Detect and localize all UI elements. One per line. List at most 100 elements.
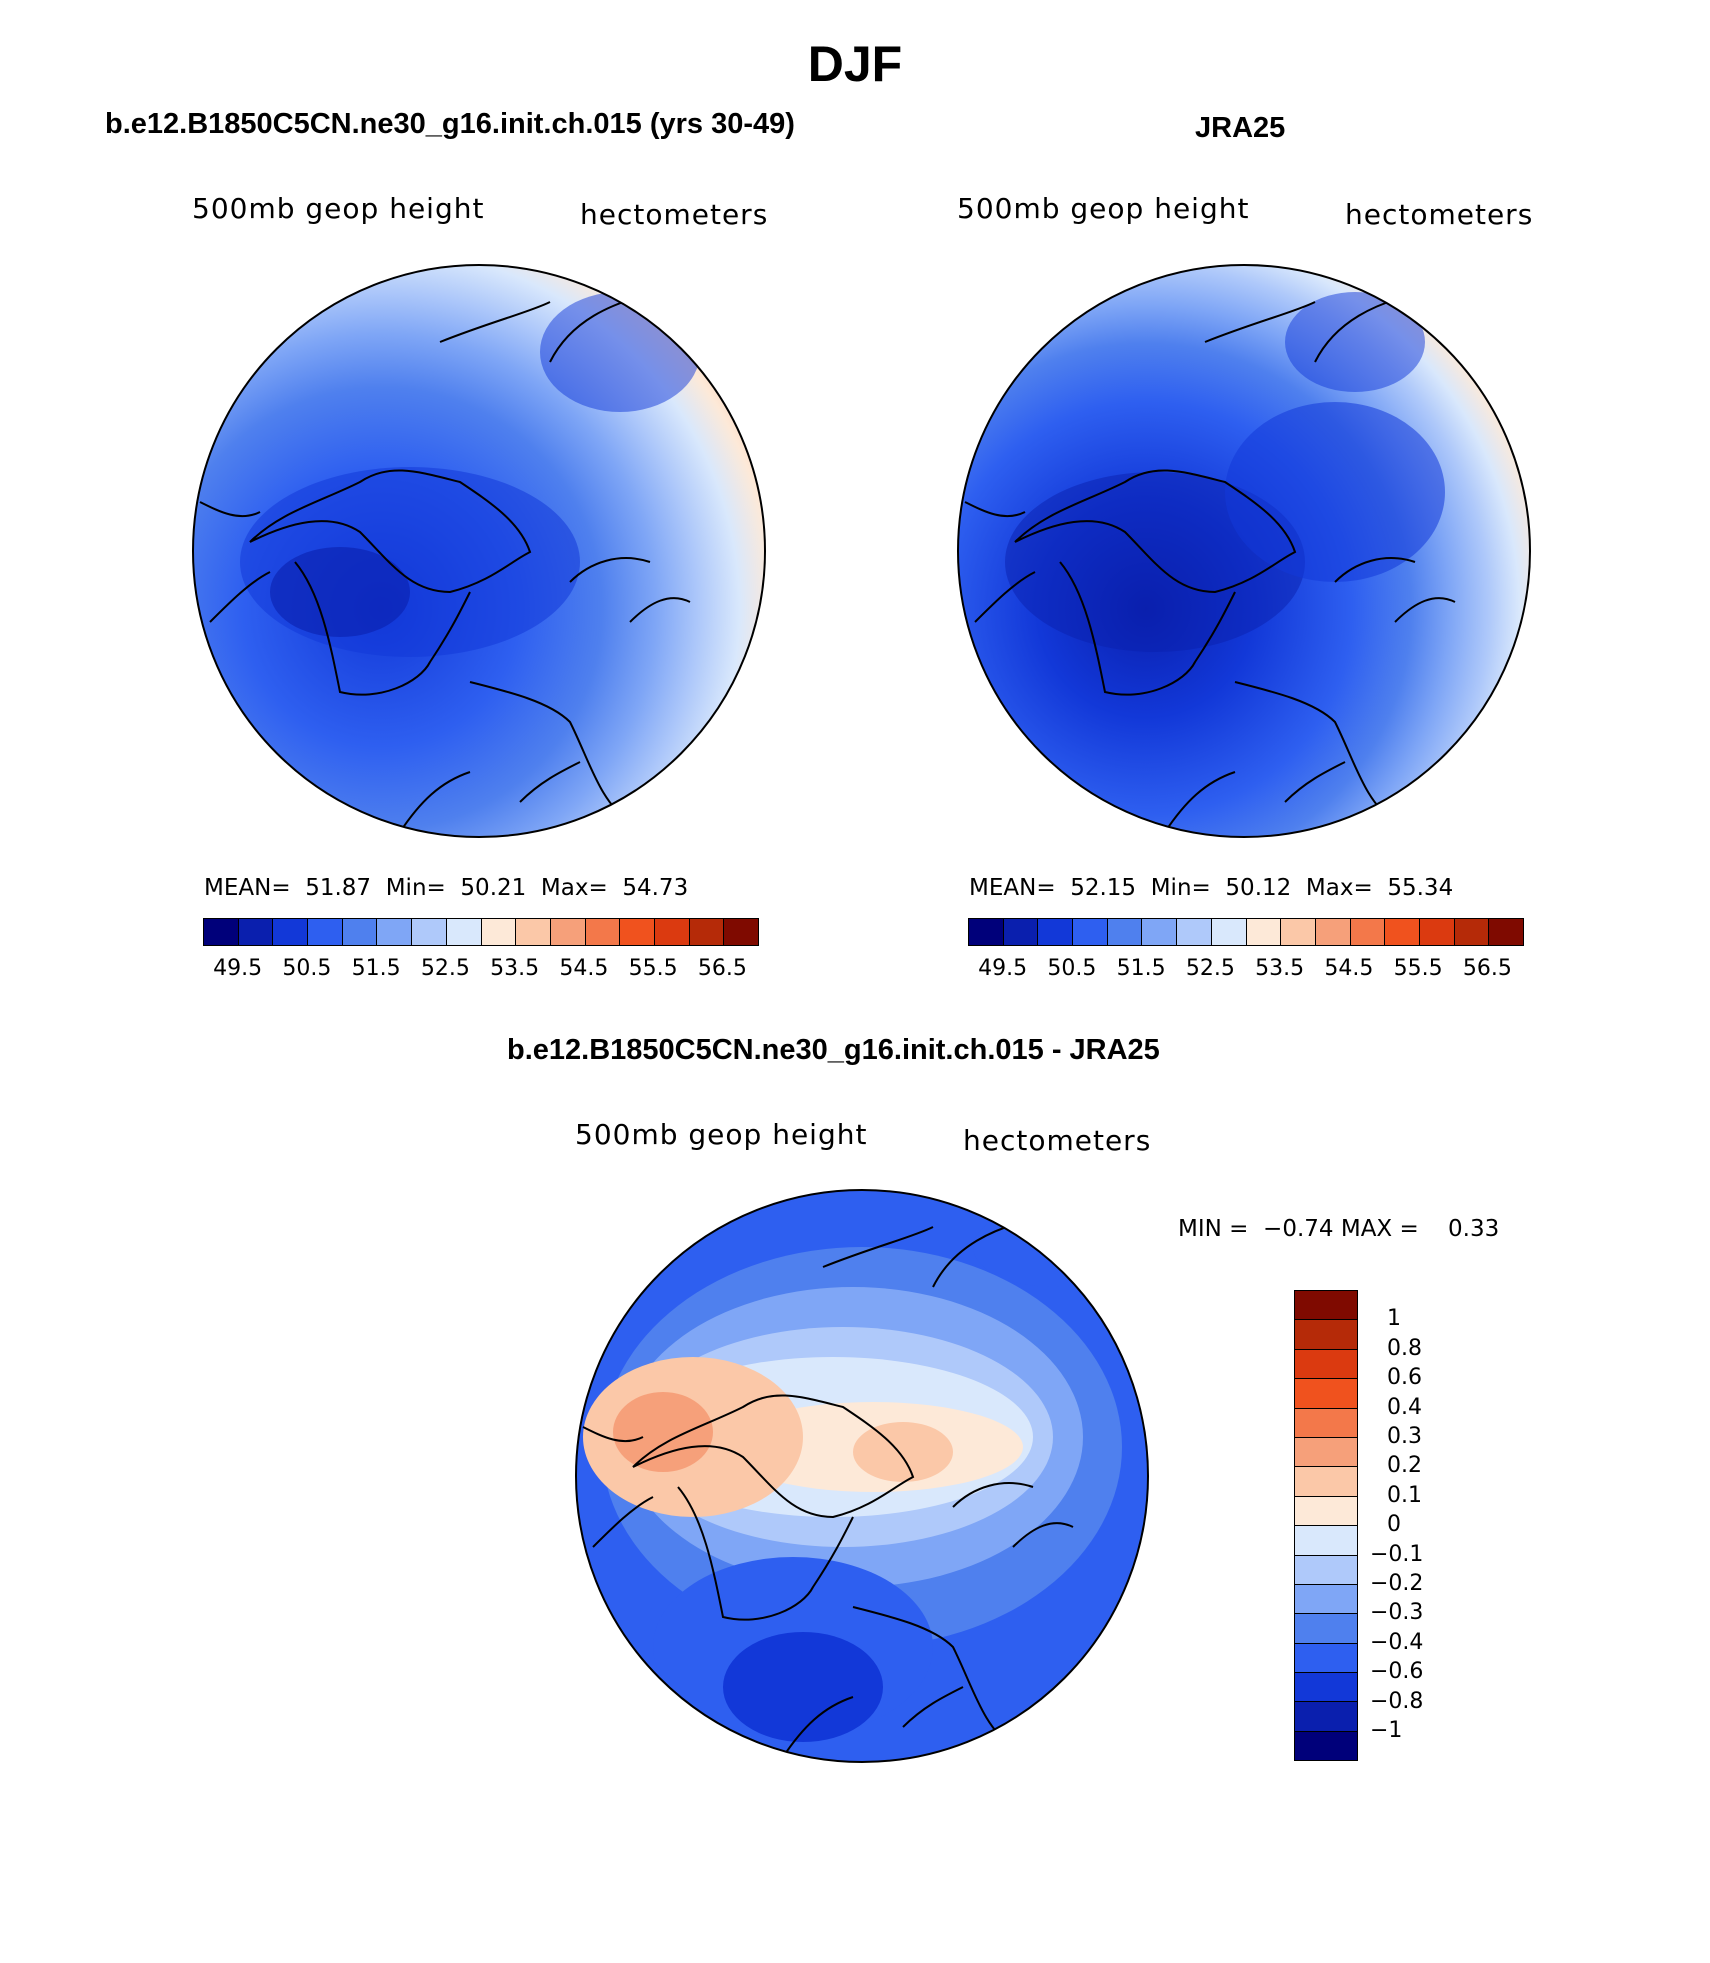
panel-2-colorbar-ticks: 49.5 50.5 51.5 52.5 53.5 54.5 55.5 56.5 bbox=[968, 956, 1522, 986]
panel-2-colorbar-swatch bbox=[1315, 919, 1351, 945]
diff-panel-units-label: hectometers bbox=[963, 1124, 1152, 1157]
panel-1-colorbar-swatch bbox=[377, 919, 413, 945]
panel-2-polar-map bbox=[957, 264, 1531, 838]
diff-colorbar-swatch bbox=[1295, 1349, 1357, 1380]
diff-colorbar-swatch bbox=[1295, 1643, 1357, 1674]
diff-colorbar-swatch bbox=[1295, 1291, 1357, 1321]
diff-max: 0.33 bbox=[1448, 1216, 1500, 1242]
diff-colorbar-swatch bbox=[1295, 1467, 1357, 1497]
panel-1-mean: 51.87 bbox=[305, 875, 372, 901]
diff-colorbar-swatch bbox=[1295, 1526, 1357, 1556]
diff-colorbar-swatch bbox=[1295, 1614, 1357, 1644]
panel-2-colorbar-swatch bbox=[1385, 919, 1420, 945]
diff-colorbar-swatch bbox=[1295, 1437, 1357, 1468]
panel-1-colorbar-swatch bbox=[273, 919, 309, 945]
diff-panel-title: b.e12.B1850C5CN.ne30_g16.init.ch.015 - J… bbox=[507, 1034, 1160, 1066]
panel-1-colorbar-swatch bbox=[550, 919, 586, 945]
panel-2-colorbar-swatch bbox=[1107, 919, 1143, 945]
panel-2-colorbar-tick-label: 49.5 bbox=[978, 956, 1028, 981]
panel-1-min: 50.21 bbox=[460, 875, 527, 901]
diff-max-label: MAX = bbox=[1340, 1216, 1419, 1242]
panel-1-colorbar-tick-label: 53.5 bbox=[490, 956, 540, 981]
panel-1-colorbar-ticks: 49.5 50.5 51.5 52.5 53.5 54.5 55.5 56.5 bbox=[203, 956, 757, 986]
diff-polar-map bbox=[575, 1189, 1149, 1763]
panel-1-colorbar-tick-label: 55.5 bbox=[628, 956, 678, 981]
figure-title: DJF bbox=[807, 36, 903, 92]
panel-2-colorbar bbox=[968, 918, 1524, 946]
panel-2-mean: 52.15 bbox=[1070, 875, 1137, 901]
panel-1-colorbar-swatch bbox=[724, 919, 758, 945]
panel-1-colorbar-swatch bbox=[689, 919, 725, 945]
panel-1-colorbar-swatch bbox=[412, 919, 447, 945]
panel-1-variable-label: 500mb geop height bbox=[192, 192, 485, 225]
diff-colorbar-swatch bbox=[1295, 1496, 1357, 1527]
panel-1-colorbar-swatch bbox=[204, 919, 239, 945]
panel-2-units-label: hectometers bbox=[1345, 198, 1534, 231]
panel-2-colorbar-swatch bbox=[969, 919, 1004, 945]
diff-colorbar-swatch bbox=[1295, 1673, 1357, 1703]
panel-2-stats: MEAN= 52.15 Min= 50.12 Max= 55.34 bbox=[969, 875, 1453, 901]
panel-2-colorbar-tick-label: 54.5 bbox=[1324, 956, 1374, 981]
diff-colorbar bbox=[1294, 1290, 1358, 1762]
panel-2-colorbar-swatch bbox=[1281, 919, 1316, 945]
panel-2-colorbar-tick-label: 50.5 bbox=[1047, 956, 1097, 981]
panel-2-colorbar-swatch bbox=[1454, 919, 1490, 945]
panel-1-colorbar-swatch bbox=[342, 919, 378, 945]
diff-colorbar-swatch bbox=[1295, 1731, 1357, 1761]
diff-min-label: MIN = bbox=[1178, 1216, 1249, 1242]
diff-colorbar-tick-label: 0.4 bbox=[1387, 1394, 1422, 1420]
diff-colorbar-swatch bbox=[1295, 1320, 1357, 1350]
diff-colorbar-tick-label: 0 bbox=[1387, 1512, 1401, 1538]
panel-2-colorbar-tick-label: 53.5 bbox=[1255, 956, 1305, 981]
panel-2-colorbar-tick-label: 51.5 bbox=[1116, 956, 1166, 981]
panel-1-colorbar-swatch bbox=[481, 919, 517, 945]
panel-1-colorbar-swatch bbox=[516, 919, 551, 945]
diff-colorbar-tick-label: 0.2 bbox=[1387, 1453, 1422, 1479]
panel-1-polar-map bbox=[192, 264, 766, 838]
panel-1-units-label: hectometers bbox=[580, 198, 769, 231]
panel-2-colorbar-swatch bbox=[1003, 919, 1039, 945]
panel-1-colorbar-swatch bbox=[620, 919, 655, 945]
diff-colorbar-swatch bbox=[1295, 1702, 1357, 1732]
panel-1-max: 54.73 bbox=[622, 875, 689, 901]
diff-colorbar-tick-label: −0.4 bbox=[1370, 1629, 1424, 1655]
panel-2-min: 50.12 bbox=[1225, 875, 1292, 901]
diff-colorbar-tick-label: 0.3 bbox=[1387, 1424, 1422, 1449]
diff-min: −0.74 bbox=[1263, 1216, 1334, 1242]
diff-colorbar-ticks: 1 0.8 0.6 0.4 0.3 0.2 0.1 0 −0.1 −0.2 −0.3 −0.4 −0.6… bbox=[1370, 1290, 1490, 1760]
panel-2-max: 55.34 bbox=[1387, 875, 1454, 901]
panel-2-colorbar-swatch bbox=[1142, 919, 1178, 945]
panel-1-colorbar-swatch bbox=[238, 919, 274, 945]
diff-colorbar-swatch bbox=[1295, 1408, 1357, 1438]
diff-colorbar-tick-label: −1 bbox=[1370, 1718, 1403, 1743]
panel-1-colorbar-swatch bbox=[446, 919, 482, 945]
diff-min-max: MIN = −0.74 MAX = 0.33 bbox=[1178, 1216, 1499, 1242]
panel-2-colorbar-tick-label: 56.5 bbox=[1462, 956, 1512, 981]
panel-1-min-label: Min= bbox=[385, 875, 446, 901]
diff-colorbar-tick-label: −0.1 bbox=[1370, 1541, 1424, 1567]
panel-2-colorbar-tick-label: 52.5 bbox=[1185, 956, 1235, 981]
diff-colorbar-tick-label: 0.6 bbox=[1387, 1365, 1422, 1391]
panel-1-colorbar-tick-label: 50.5 bbox=[282, 956, 332, 981]
diff-colorbar-tick-label: 1 bbox=[1387, 1306, 1401, 1332]
panel-2-colorbar-swatch bbox=[1038, 919, 1074, 945]
panel-1-colorbar-swatch bbox=[585, 919, 621, 945]
panel-2-variable-label: 500mb geop height bbox=[957, 192, 1250, 225]
panel-2-colorbar-swatch bbox=[1246, 919, 1282, 945]
panel-1-colorbar-tick-label: 51.5 bbox=[351, 956, 401, 981]
diff-colorbar-tick-label: −0.8 bbox=[1370, 1688, 1424, 1714]
diff-colorbar-swatch bbox=[1295, 1379, 1357, 1409]
panel-2-colorbar-swatch bbox=[1211, 919, 1247, 945]
panel-1-max-label: Max= bbox=[540, 875, 608, 901]
panel-2-mean-label: MEAN= bbox=[969, 875, 1056, 901]
panel-1-colorbar-tick-label: 49.5 bbox=[213, 956, 263, 981]
diff-panel-variable-label: 500mb geop height bbox=[575, 1118, 868, 1151]
panel-1-colorbar-tick-label: 54.5 bbox=[559, 956, 609, 981]
panel-2-colorbar-swatch bbox=[1073, 919, 1108, 945]
diff-colorbar-tick-label: 0.1 bbox=[1387, 1482, 1422, 1508]
panel-2-colorbar-swatch bbox=[1419, 919, 1455, 945]
diff-colorbar-tick-label: 0.8 bbox=[1387, 1335, 1422, 1361]
panel-1-title: b.e12.B1850C5CN.ne30_g16.init.ch.015 (yr… bbox=[105, 108, 795, 140]
panel-2-max-label: Max= bbox=[1305, 875, 1373, 901]
panel-1-colorbar bbox=[203, 918, 759, 946]
